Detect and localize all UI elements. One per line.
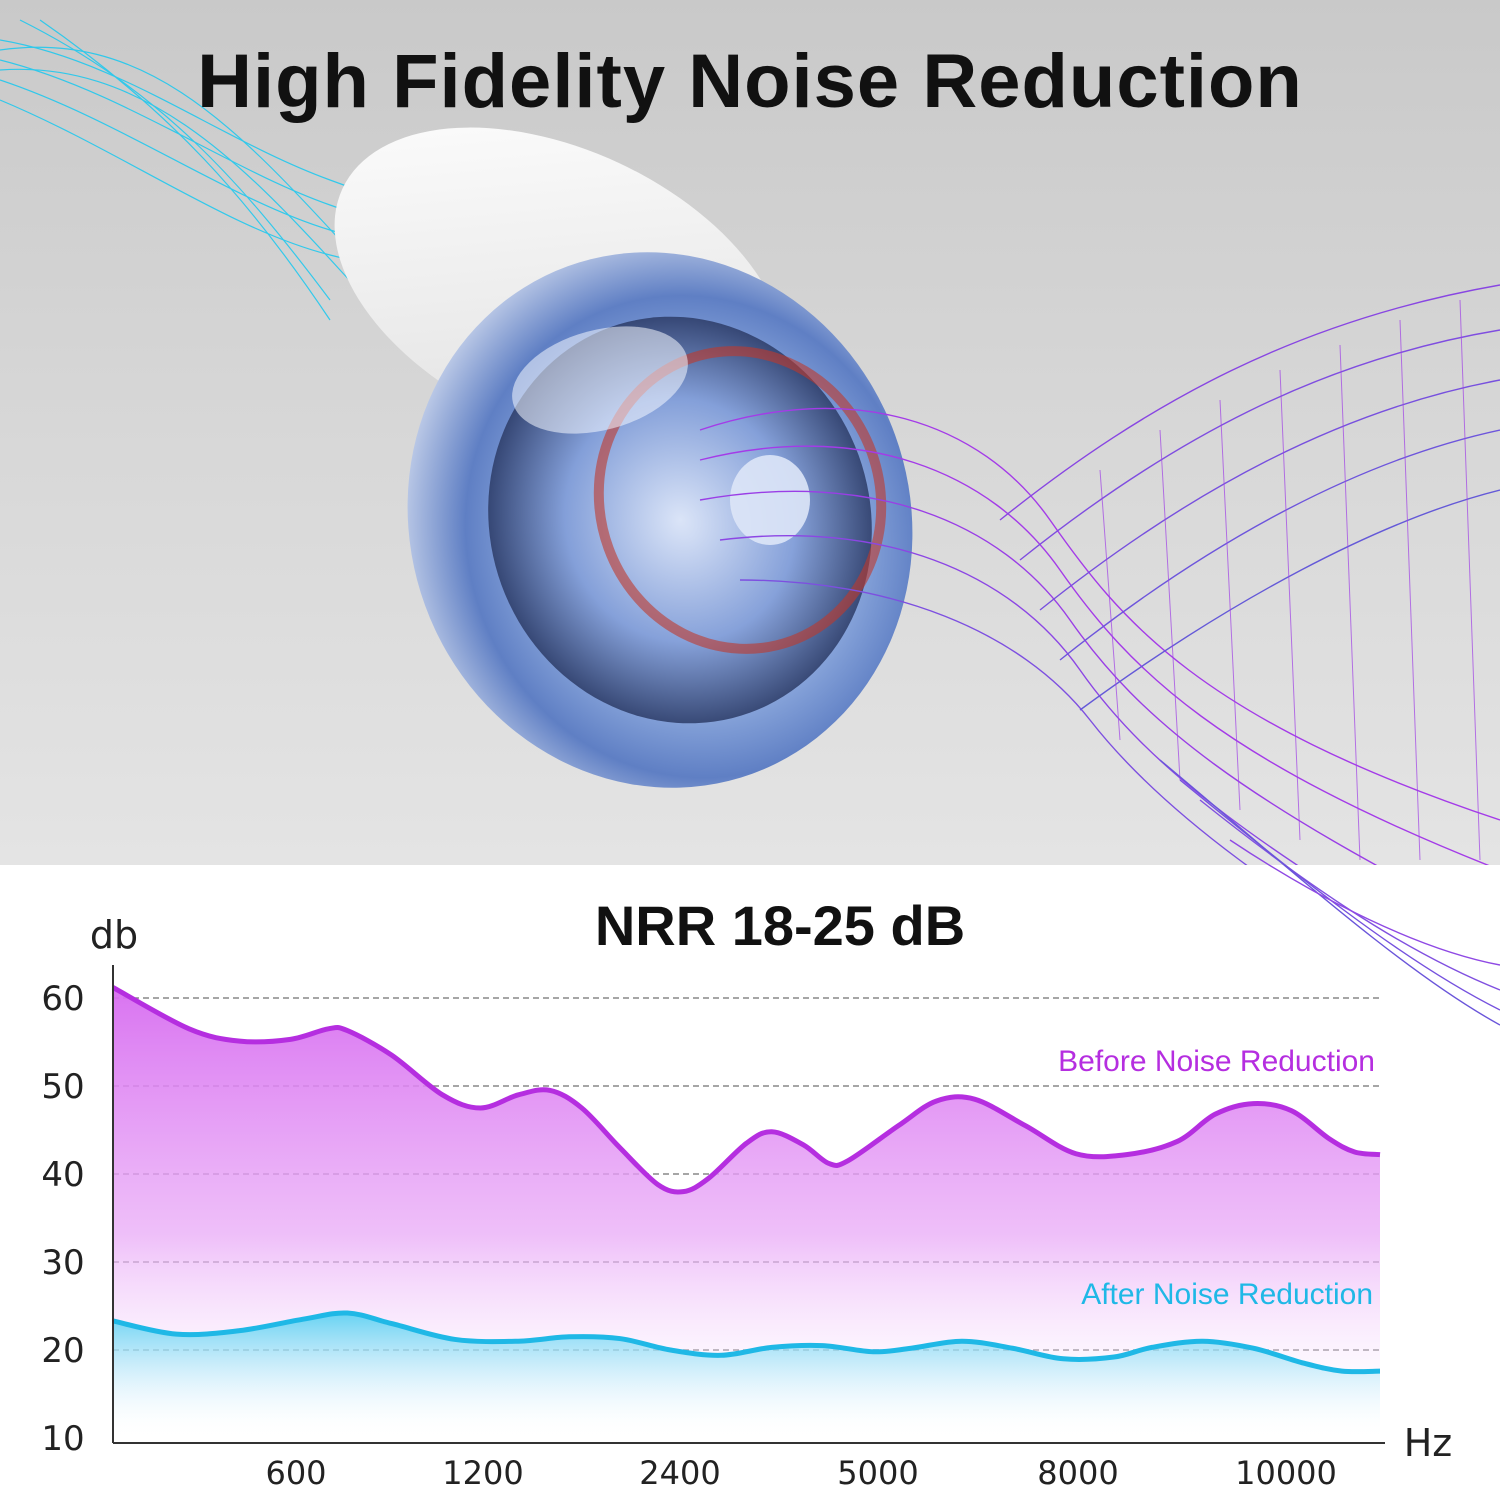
x-tick-label-1200: 1200 (442, 1454, 523, 1492)
line-before (111, 985, 1381, 1195)
series-label-after: After Noise Reduction (1081, 1278, 1373, 1311)
axis-labels: 60 50 40 30 20 10 600 1200 2400 5000 8000 10000 db Hz… (41, 913, 1452, 1492)
y-tick-label-20: 20 (41, 1331, 84, 1371)
chart-title: NRR 18-25 dB (594, 894, 966, 957)
y-tick-label-10: 10 (41, 1419, 84, 1459)
x-tick-label-8000: 8000 (1037, 1454, 1118, 1492)
hero-banner: High Fidelity Noise Reduction (0, 0, 1500, 865)
y-axis-title: db (90, 913, 138, 957)
axes (112, 965, 1385, 1444)
hero-title: High Fidelity Noise Reduction (197, 39, 1303, 124)
earplug-illustration (0, 19, 1500, 865)
wave-mesh-verticals (1099, 299, 1481, 861)
x-tick-label-5000: 5000 (837, 1454, 918, 1492)
x-tick-label-10000: 10000 (1235, 1454, 1337, 1492)
y-tick-label-40: 40 (41, 1155, 84, 1195)
y-tick-label-30: 30 (41, 1243, 84, 1283)
y-tick-label-50: 50 (41, 1067, 84, 1107)
line-after (112, 1310, 1381, 1375)
y-tick-label-60: 60 (41, 979, 84, 1019)
x-axis-title: Hz (1404, 1421, 1453, 1465)
area-after (113, 1312, 1380, 1438)
area-before (113, 987, 1380, 1438)
earplug (334, 127, 913, 788)
purple-sound-wave (699, 284, 1500, 865)
cyan-sound-wave (0, 19, 471, 330)
series-label-before: Before Noise Reduction (1058, 1045, 1375, 1078)
x-tick-label-600: 600 (265, 1454, 326, 1492)
noise-reduction-chart: 60 50 40 30 20 10 600 1200 2400 5000 8000 10000 db Hz… (41, 913, 1452, 1492)
series-areas (111, 985, 1381, 1438)
x-tick-label-2400: 2400 (639, 1454, 720, 1492)
